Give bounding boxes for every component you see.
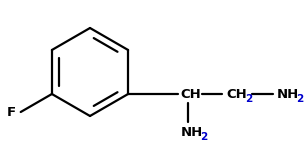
Text: NH: NH (277, 87, 299, 100)
Text: CH: CH (180, 87, 201, 100)
Text: 2: 2 (245, 94, 252, 104)
Text: NH: NH (181, 126, 203, 138)
Text: 2: 2 (200, 132, 207, 142)
Text: F: F (6, 105, 16, 118)
Text: CH: CH (226, 87, 247, 100)
Text: 2: 2 (296, 94, 303, 104)
